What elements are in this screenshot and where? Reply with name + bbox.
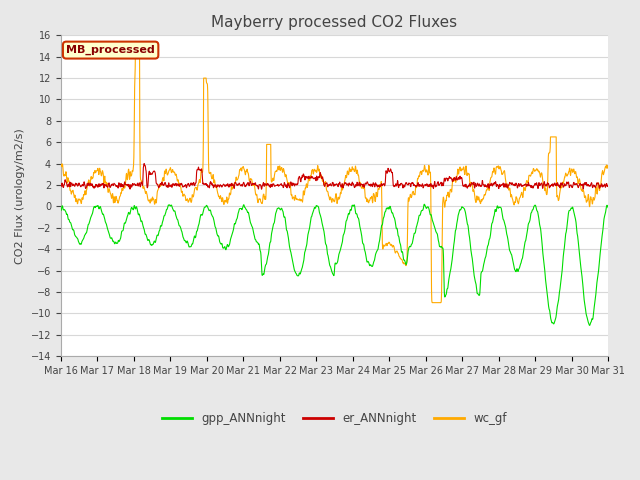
Legend: gpp_ANNnight, er_ANNnight, wc_gf: gpp_ANNnight, er_ANNnight, wc_gf	[157, 407, 511, 430]
Text: MB_processed: MB_processed	[67, 45, 155, 55]
Title: Mayberry processed CO2 Fluxes: Mayberry processed CO2 Fluxes	[211, 15, 458, 30]
Y-axis label: CO2 Flux (urology/m2/s): CO2 Flux (urology/m2/s)	[15, 128, 25, 264]
